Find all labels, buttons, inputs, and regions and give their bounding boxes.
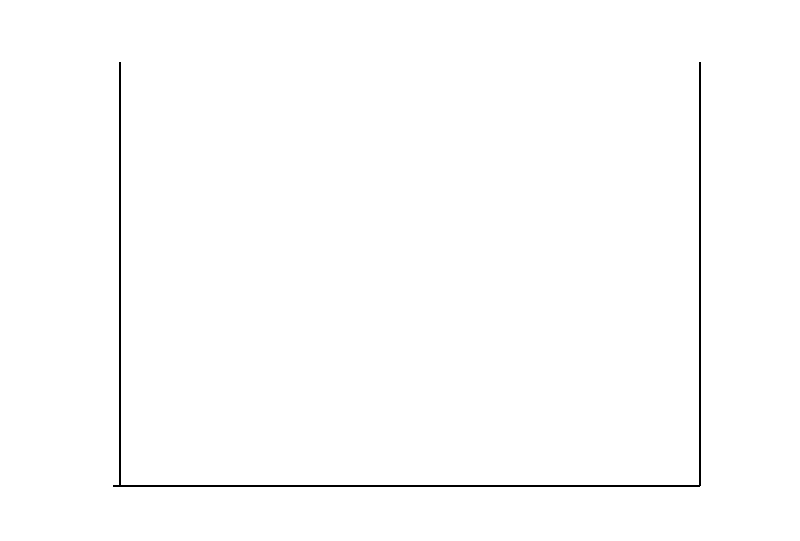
chart-container: [0, 0, 800, 541]
chart-svg: [20, 20, 780, 521]
